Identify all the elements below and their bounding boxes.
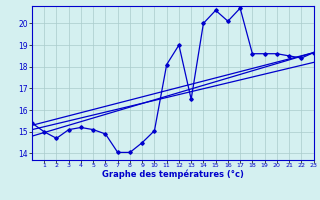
X-axis label: Graphe des températures (°c): Graphe des températures (°c) [102,170,244,179]
